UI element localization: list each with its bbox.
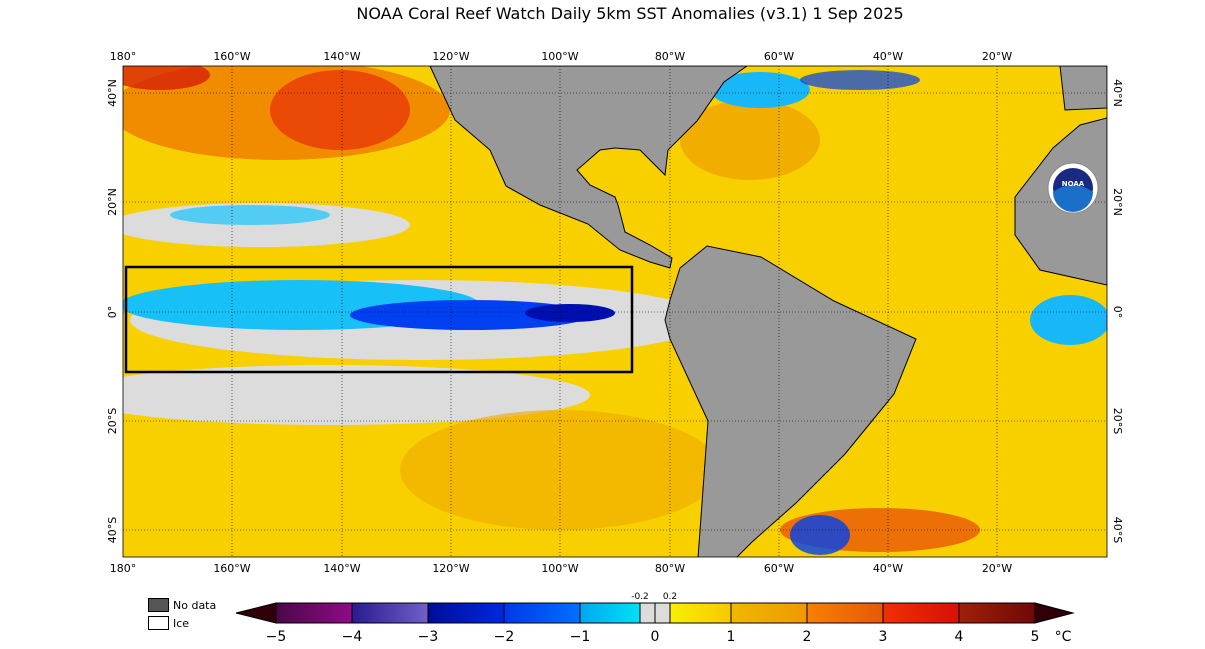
svg-text:−1: −1 [570,629,591,645]
svg-text:60°W: 60°W [764,50,794,63]
svg-text:0°: 0° [1111,306,1124,319]
svg-text:0: 0 [651,629,660,645]
svg-text:160°W: 160°W [213,50,250,63]
colorbar-unit: °C [1055,629,1072,645]
ice-label: Ice [173,616,190,630]
svg-text:20°W: 20°W [982,50,1012,63]
svg-text:140°W: 140°W [323,50,360,63]
colorbar-max-arrow [1034,602,1075,624]
north-america [429,66,748,269]
longitude-labels-top: 180° 160°W 140°W 120°W 100°W 80°W 60°W 4… [110,50,1013,63]
no-data-swatch [148,598,169,612]
colorbar-min-arrow [235,602,277,624]
svg-text:40°W: 40°W [873,562,903,575]
svg-text:2: 2 [803,629,812,645]
ice-swatch [148,616,169,630]
svg-text:40°S: 40°S [106,517,119,543]
svg-text:180°: 180° [110,50,137,63]
svg-text:100°W: 100°W [541,50,578,63]
iberia [1059,66,1107,111]
colorbar [235,602,1075,624]
svg-text:20°S: 20°S [1111,408,1124,434]
svg-text:4: 4 [955,629,964,645]
svg-text:−4: −4 [342,629,363,645]
svg-text:-0.2: -0.2 [631,592,649,602]
svg-text:0.2: 0.2 [663,592,677,602]
longitude-labels-bottom: 180° 160°W 140°W 120°W 100°W 80°W 60°W 4… [110,562,1013,575]
svg-text:20°N: 20°N [1111,188,1124,216]
svg-text:40°N: 40°N [106,79,119,107]
no-data-label: No data [173,598,217,612]
svg-text:140°W: 140°W [323,562,360,575]
svg-text:1: 1 [727,629,736,645]
svg-text:−5: −5 [266,629,287,645]
latitude-labels-left: 40°N 20°N 0° 20°S 40°S [106,79,119,543]
svg-text:20°S: 20°S [106,408,119,434]
anomaly-field [123,66,1107,557]
map-title: NOAA Coral Reef Watch Daily 5km SST Anom… [356,4,904,23]
svg-text:40°W: 40°W [873,50,903,63]
map-frame [122,65,1108,558]
graticule [123,66,1107,557]
svg-text:120°W: 120°W [432,562,469,575]
colorbar-ticks: −5 −4 −3 −2 −1 0 1 2 3 4 5 °C -0.2 0.2 [266,592,1072,645]
svg-text:−2: −2 [494,629,515,645]
svg-text:20°N: 20°N [106,188,119,216]
noaa-logo: NOAA [1047,162,1099,214]
svg-text:180°: 180° [110,562,137,575]
svg-text:100°W: 100°W [541,562,578,575]
svg-text:40°S: 40°S [1111,517,1124,543]
svg-text:120°W: 120°W [432,50,469,63]
nino-region-box [124,265,634,374]
svg-text:80°W: 80°W [655,50,685,63]
svg-text:0°: 0° [106,306,119,319]
svg-text:−3: −3 [418,629,439,645]
svg-text:5: 5 [1031,629,1040,645]
svg-text:60°W: 60°W [764,562,794,575]
svg-text:20°W: 20°W [982,562,1012,575]
svg-text:NOAA: NOAA [1062,180,1085,188]
svg-text:80°W: 80°W [655,562,685,575]
legend-no-data: No data [148,598,216,612]
legend-ice: Ice [148,616,189,630]
svg-text:40°N: 40°N [1111,79,1124,107]
svg-text:160°W: 160°W [213,562,250,575]
south-america [664,245,917,557]
svg-text:3: 3 [879,629,888,645]
latitude-labels-right: 40°N 20°N 0° 20°S 40°S [1111,79,1124,543]
